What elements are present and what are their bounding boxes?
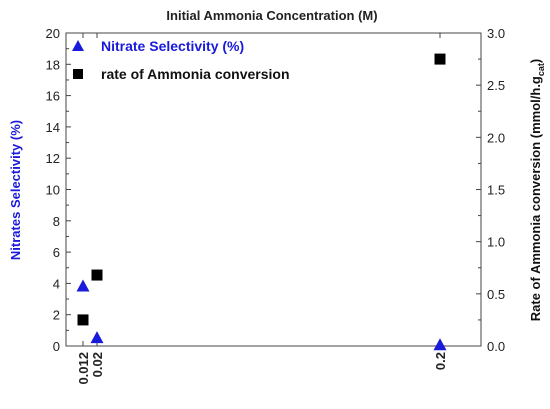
right-tick-label: 2.0 — [487, 130, 505, 145]
legend-label-ammonia: rate of Ammonia conversion — [101, 66, 290, 82]
left-tick-label: 2 — [53, 308, 60, 323]
right-tick-label: 0.0 — [487, 339, 505, 354]
ammonia-conversion-point — [434, 53, 446, 65]
legend-label-nitrate: Nitrate Selectivity (%) — [101, 38, 244, 54]
left-tick-label: 8 — [53, 214, 60, 229]
chart-title: Initial Ammonia Concentration (M) — [166, 8, 377, 23]
left-tick-label: 20 — [46, 26, 60, 41]
right-axis-label-main: Rate of Ammonia conversion (mmol/h.g — [528, 76, 543, 321]
x-tick-label: 0.012 — [76, 352, 91, 385]
nitrate-selectivity-point — [433, 338, 447, 351]
left-tick-label: 0 — [53, 339, 60, 354]
right-tick-label: 1.5 — [487, 183, 505, 198]
left-axis-ticks: 0 2 4 6 8 10 12 14 16 18 20 — [46, 26, 71, 354]
nitrate-selectivity-point — [76, 279, 90, 292]
right-tick-label: 2.5 — [487, 78, 505, 93]
right-tick-label: 1.0 — [487, 235, 505, 250]
x-axis-ticks: 0.012 0.02 0.2 — [76, 33, 448, 385]
right-tick-label: 0.5 — [487, 287, 505, 302]
right-axis-label: Rate of Ammonia conversion (mmol/h.gcat) — [528, 59, 546, 321]
legend-square-marker — [73, 69, 83, 79]
x-tick-label: 0.02 — [90, 352, 105, 377]
left-axis-label: Nitrates Selectivity (%) — [8, 120, 23, 260]
left-tick-label: 6 — [53, 245, 60, 260]
data-marks — [76, 53, 447, 351]
left-tick-label: 10 — [46, 183, 60, 198]
x-tick-label: 0.2 — [433, 352, 448, 370]
left-tick-label: 18 — [46, 57, 60, 72]
right-tick-label: 3.0 — [487, 26, 505, 41]
nitrate-selectivity-point — [90, 331, 104, 344]
right-axis-ticks: 0.0 0.5 1.0 1.5 2.0 2.5 3.0 — [476, 26, 505, 354]
right-axis-label-sub: cat — [536, 63, 546, 76]
left-tick-label: 14 — [46, 120, 60, 135]
left-tick-label: 16 — [46, 89, 60, 104]
ammonia-conversion-point — [77, 314, 89, 326]
legend-triangle-marker — [72, 40, 84, 51]
legend: Nitrate Selectivity (%) rate of Ammonia … — [72, 38, 290, 82]
right-axis-label-end: ) — [528, 59, 543, 63]
left-tick-label: 12 — [46, 151, 60, 166]
left-tick-label: 4 — [53, 276, 60, 291]
ammonia-conversion-point — [91, 269, 103, 281]
